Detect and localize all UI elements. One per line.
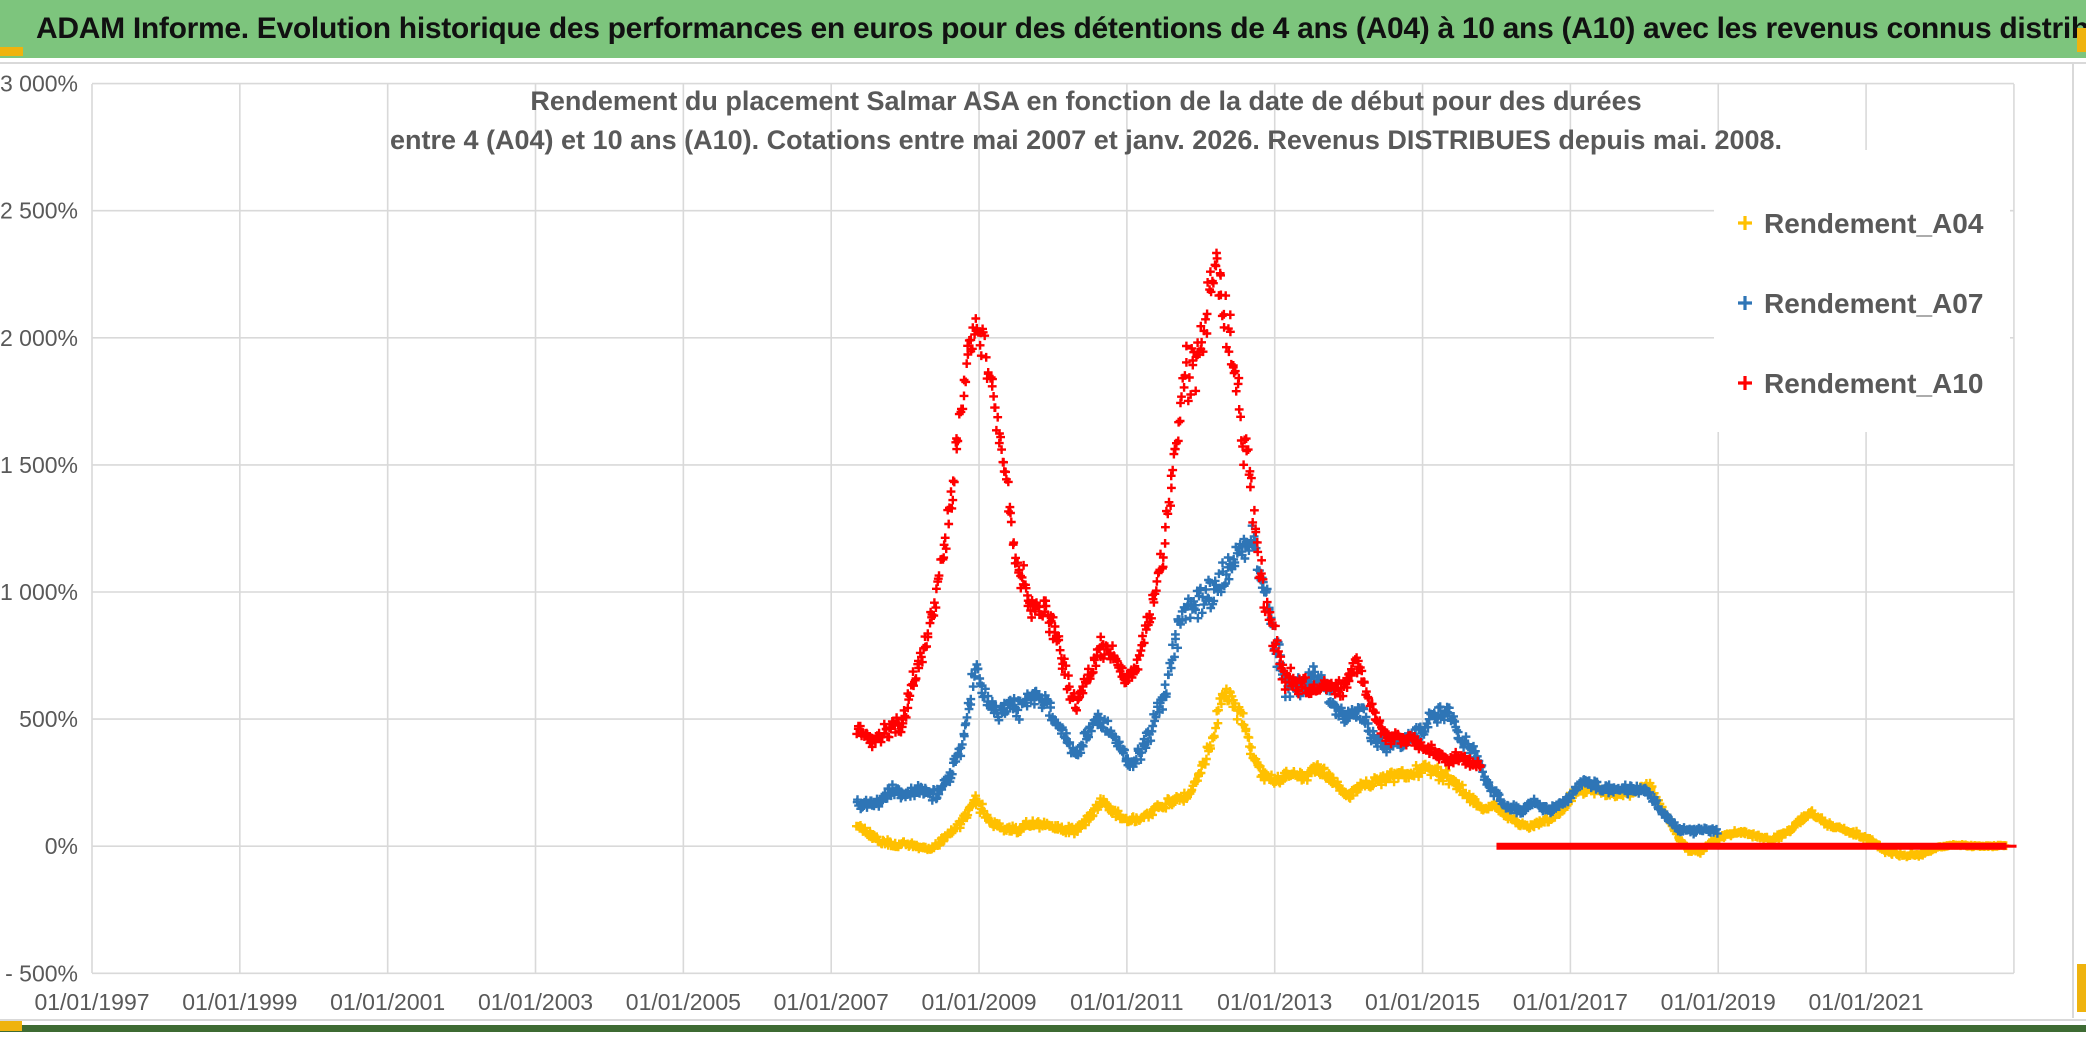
frame-accent-bottom-left <box>0 1021 22 1031</box>
page-title: ADAM Informe. Evolution historique des p… <box>36 12 2086 45</box>
x-axis-tick-label: 01/01/1997 <box>34 989 149 1015</box>
y-axis-tick-label: 500% <box>19 706 78 732</box>
x-axis-tick-label: 01/01/2009 <box>921 989 1036 1015</box>
y-axis-tick-label: 0% <box>45 833 78 859</box>
bottom-green-bar <box>0 1025 2086 1032</box>
x-axis-tick-label: 01/01/2013 <box>1217 989 1332 1015</box>
y-axis-tick-label: 2 500% <box>0 198 78 224</box>
y-axis-tick-label: - 500% <box>5 960 78 986</box>
x-axis-tick-label: 01/01/2005 <box>626 989 741 1015</box>
legend-box <box>1714 150 2010 432</box>
x-axis-tick-label: 01/01/2017 <box>1513 989 1628 1015</box>
x-axis-tick-label: 01/01/2019 <box>1661 989 1776 1015</box>
legend-marker-rendement_a07 <box>1738 296 1752 310</box>
frame-accent-top-right <box>2077 28 2086 52</box>
chart-object-right-border <box>2072 62 2074 1018</box>
x-axis-tick-label: 01/01/2001 <box>330 989 445 1015</box>
legend-label-rendement_a10: Rendement_A10 <box>1764 368 1983 399</box>
legend-marker-rendement_a04 <box>1738 216 1752 230</box>
legend-label-rendement_a07: Rendement_A07 <box>1764 288 1983 319</box>
y-axis-tick-label: 1 000% <box>0 579 78 605</box>
chart-title-line1: Rendement du placement Salmar ASA en fon… <box>530 86 1641 116</box>
legend-label-rendement_a04: Rendement_A04 <box>1764 208 1984 239</box>
x-axis-tick-label: 01/01/2021 <box>1809 989 1924 1015</box>
chart-title-line2: entre 4 (A04) et 10 ans (A10). Cotations… <box>390 125 1782 155</box>
y-axis-tick-label: 3 000% <box>0 71 78 97</box>
x-axis-tick-label: 01/01/2003 <box>478 989 593 1015</box>
bottom-divider-line <box>0 1019 2086 1021</box>
frame-accent-bottom-right <box>2077 964 2086 1012</box>
page-title-banner: ADAM Informe. Evolution historique des p… <box>0 0 2086 58</box>
legend-marker-rendement_a10 <box>1738 376 1752 390</box>
y-axis-tick-label: 1 500% <box>0 452 78 478</box>
y-axis-tick-label: 2 000% <box>0 325 78 351</box>
series-rendement_a07 <box>852 521 1722 839</box>
x-axis-tick-label: 01/01/2011 <box>1070 989 1183 1015</box>
series-rendement_a10 <box>852 248 1485 772</box>
x-axis-tick-label: 01/01/1999 <box>182 989 297 1015</box>
x-axis-tick-label: 01/01/2015 <box>1365 989 1480 1015</box>
frame-accent-top-left <box>0 47 23 56</box>
top-divider-line <box>0 62 2086 64</box>
x-axis-tick-label: 01/01/2007 <box>774 989 889 1015</box>
